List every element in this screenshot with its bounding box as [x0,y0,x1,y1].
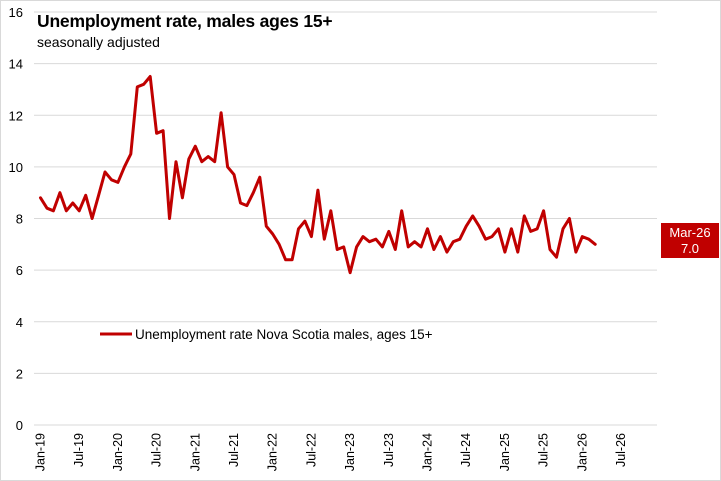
y-tick-label: 0 [16,418,23,433]
x-tick-label: Jul-23 [382,433,396,467]
y-tick-label: 16 [9,5,23,20]
chart-subtitle: seasonally adjusted [37,34,160,50]
y-tick-label: 2 [16,366,23,381]
callout-value: 7.0 [680,241,700,256]
y-axis-ticks: 0 2 4 6 8 10 12 14 16 [9,5,23,433]
x-tick-label: Jan-26 [575,433,589,471]
gridlines [34,11,657,426]
legend: Unemployment rate Nova Scotia males, age… [100,327,433,342]
series-line [39,75,597,275]
y-tick-label: 12 [9,108,23,123]
chart-title: Unemployment rate, males ages 15+ [37,11,333,31]
x-tick-label: Jul-25 [537,433,551,467]
x-tick-label: Jan-25 [498,433,512,471]
legend-label: Unemployment rate Nova Scotia males, age… [135,327,433,342]
x-tick-label: Jan-24 [421,433,435,471]
y-tick-label: 4 [16,315,23,330]
x-tick-label: Jan-19 [34,433,48,471]
x-tick-label: Jan-22 [266,433,280,471]
x-tick-label: Jul-26 [614,433,628,467]
x-tick-label: Jul-20 [150,433,164,467]
x-tick-label: Jul-22 [304,433,318,467]
x-tick-label: Jan-20 [111,433,125,471]
y-tick-label: 14 [9,57,23,72]
series-layer [39,75,597,275]
x-tick-label: Jan-23 [343,433,357,471]
y-tick-label: 10 [9,160,23,175]
y-tick-label: 6 [16,263,23,278]
y-tick-label: 8 [16,212,23,227]
x-tick-label: Jul-19 [72,433,86,467]
x-tick-label: Jan-21 [188,433,202,471]
x-axis-ticks: Jan-19 Jul-19 Jan-20 Jul-20 Jan-21 Jul-21 Jan-… [34,433,629,471]
last-value-callout: Mar-26 7.0 [661,223,719,258]
callout-date: Mar-26 [669,225,711,240]
x-tick-label: Jul-21 [227,433,241,467]
x-tick-label: Jul-24 [459,433,473,467]
